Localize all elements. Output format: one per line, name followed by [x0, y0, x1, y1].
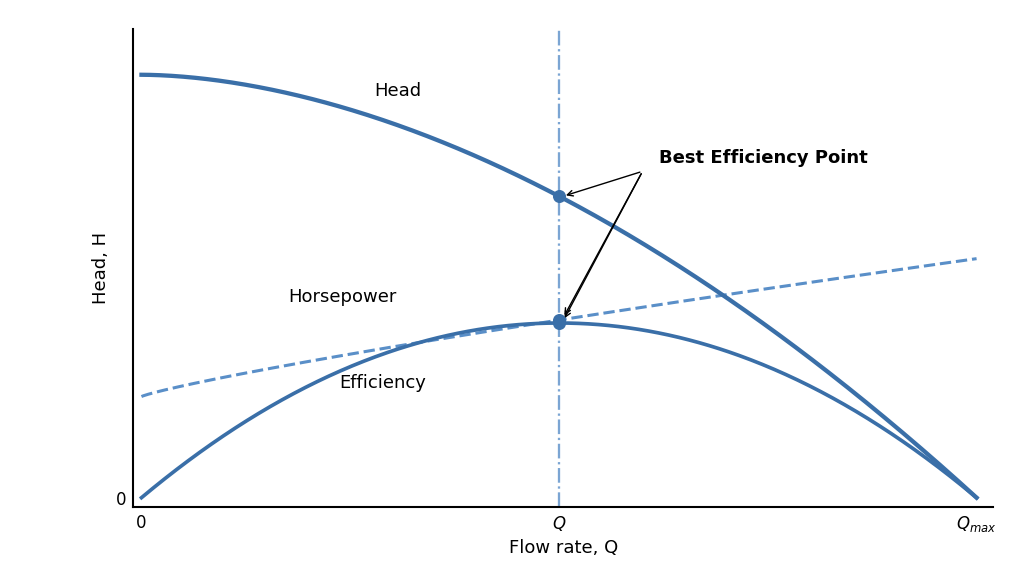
X-axis label: Flow rate, Q: Flow rate, Q	[509, 539, 617, 558]
Text: Horsepower: Horsepower	[288, 287, 396, 305]
Text: Efficiency: Efficiency	[340, 374, 426, 392]
Point	[551, 319, 567, 328]
Text: Head: Head	[374, 82, 421, 100]
Point	[551, 192, 567, 201]
Text: Best Efficiency Point: Best Efficiency Point	[659, 149, 868, 166]
Y-axis label: Head, H: Head, H	[92, 232, 111, 304]
Point	[551, 316, 567, 325]
